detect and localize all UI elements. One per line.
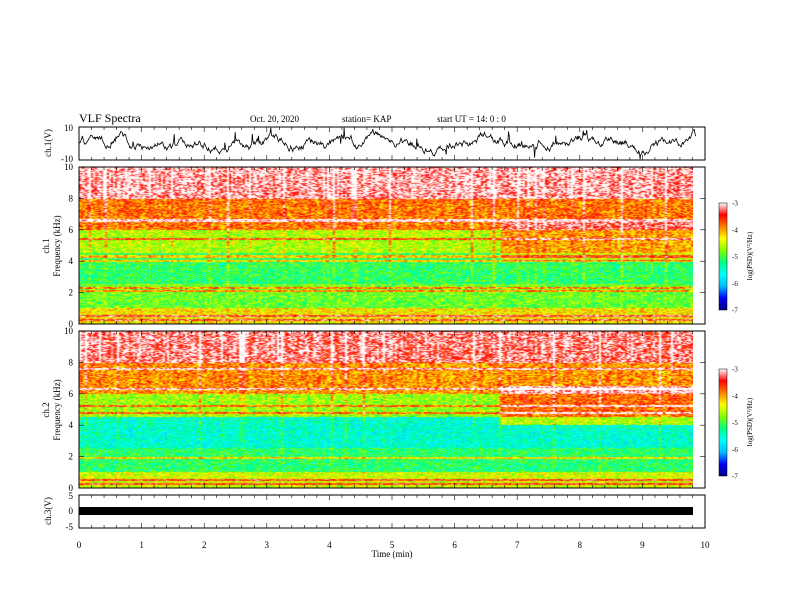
- x-tick-label: 5: [390, 540, 395, 550]
- time-axis-ticks: 0 1 2 3 4 5 6 7 8 9 10: [77, 127, 710, 550]
- colorbar-tick-label: -4: [732, 392, 738, 400]
- ch1-colorbar-gradient: [718, 202, 728, 311]
- colorbar-tick-label: -5: [732, 253, 738, 261]
- ch1-spectrogram-ylabel-freq: Frequency (kHz): [52, 215, 62, 276]
- y-tick-label: 4: [69, 256, 74, 266]
- ch1-waveform-ylabel: ch.1(V): [43, 129, 53, 157]
- ch3-ytick-mid: 0: [69, 506, 74, 516]
- x-tick-label: 2: [202, 540, 207, 550]
- date-label: Oct. 20, 2020: [250, 114, 299, 124]
- ch1-spectrogram-panel: ch.1 Frequency (kHz) 0 2 4 6 8 10: [41, 162, 706, 329]
- ch2-spectrogram-image: [79, 331, 693, 488]
- ch2-colorbar-label: log(PSD)(V²/Hz): [746, 397, 754, 446]
- x-tick-label: 6: [452, 540, 457, 550]
- colorbar-tick-label: -3: [732, 366, 738, 374]
- y-tick-label: 2: [69, 452, 74, 462]
- colorbar-tick-label: -4: [732, 226, 738, 234]
- ch3-ytick-bottom: -5: [66, 522, 74, 532]
- ch1-ytick-top: 10: [64, 123, 74, 133]
- ch1-colorbar-ticks: -3 -4 -5 -6 -7: [732, 200, 738, 315]
- ch2-colorbar-gradient: [718, 368, 728, 477]
- ch3-ytick-top: 5: [69, 491, 74, 501]
- x-tick-label: 1: [139, 540, 144, 550]
- y-tick-label: 2: [69, 288, 74, 298]
- y-tick-label: 0: [69, 483, 74, 493]
- ch1-colorbar-label: log(PSD)(V²/Hz): [746, 231, 754, 280]
- x-tick-label: 4: [327, 540, 332, 550]
- ch3-waveform-panel: ch.3(V) 5 0 -5: [43, 491, 706, 532]
- x-tick-label: 7: [515, 540, 520, 550]
- ch1-spectrogram-yticks: 0 2 4 6 8 10: [64, 162, 705, 329]
- ch3-waveform-trace: [79, 507, 693, 515]
- ch2-spectrogram-panel: ch.2 Frequency (kHz) 0 2 4 6 8 10: [41, 326, 706, 493]
- plot-title: VLF Spectra: [79, 111, 141, 125]
- colorbar-tick-label: -6: [732, 280, 738, 288]
- ch2-colorbar-ticks: -3 -4 -5 -6 -7: [732, 366, 738, 481]
- y-tick-label: 8: [69, 357, 74, 367]
- time-axis-label: Time (min): [372, 549, 413, 559]
- x-tick-label: 8: [578, 540, 583, 550]
- colorbar-tick-label: -5: [732, 419, 738, 427]
- x-tick-label: 0: [77, 540, 82, 550]
- ch1-spectrogram-ylabel-channel: ch.1: [41, 238, 51, 253]
- ch1-ytick-bottom: -10: [61, 154, 73, 164]
- ch2-colorbar: -3 -4 -5 -6 -7 log(PSD)(V²/Hz): [718, 366, 754, 481]
- ch1-waveform-line: [78, 127, 696, 160]
- y-tick-label: 4: [69, 420, 74, 430]
- ch3-waveform-ylabel: ch.3(V): [43, 497, 53, 525]
- colorbar-tick-label: -7: [732, 307, 738, 315]
- station-label: station= KAP: [342, 114, 391, 124]
- ch1-spectrogram-image: [79, 167, 693, 324]
- ch2-spectrogram-yticks: 0 2 4 6 8 10: [64, 326, 705, 493]
- x-tick-label: 10: [701, 540, 711, 550]
- colorbar-tick-label: -6: [732, 446, 738, 454]
- colorbar-tick-label: -7: [732, 473, 738, 481]
- start-time-label: start UT = 14: 0 : 0: [437, 114, 506, 124]
- ch2-spectrogram-ylabel-channel: ch.2: [41, 402, 51, 417]
- y-tick-label: 6: [69, 225, 74, 235]
- y-tick-label: 6: [69, 389, 74, 399]
- ch2-spectrogram-ylabel-freq: Frequency (kHz): [52, 379, 62, 440]
- ch1-colorbar: -3 -4 -5 -6 -7 log(PSD)(V²/Hz): [718, 200, 754, 315]
- colorbar-tick-label: -3: [732, 200, 738, 208]
- y-tick-label: 10: [64, 326, 74, 336]
- y-tick-label: 8: [69, 193, 74, 203]
- x-tick-label: 9: [640, 540, 645, 550]
- x-tick-label: 3: [265, 540, 270, 550]
- y-tick-label: 0: [69, 319, 74, 329]
- ch1-waveform-frame: [78, 126, 706, 161]
- y-tick-label: 10: [64, 162, 74, 172]
- ch1-waveform-panel: ch.1(V) 10 -10: [43, 123, 706, 164]
